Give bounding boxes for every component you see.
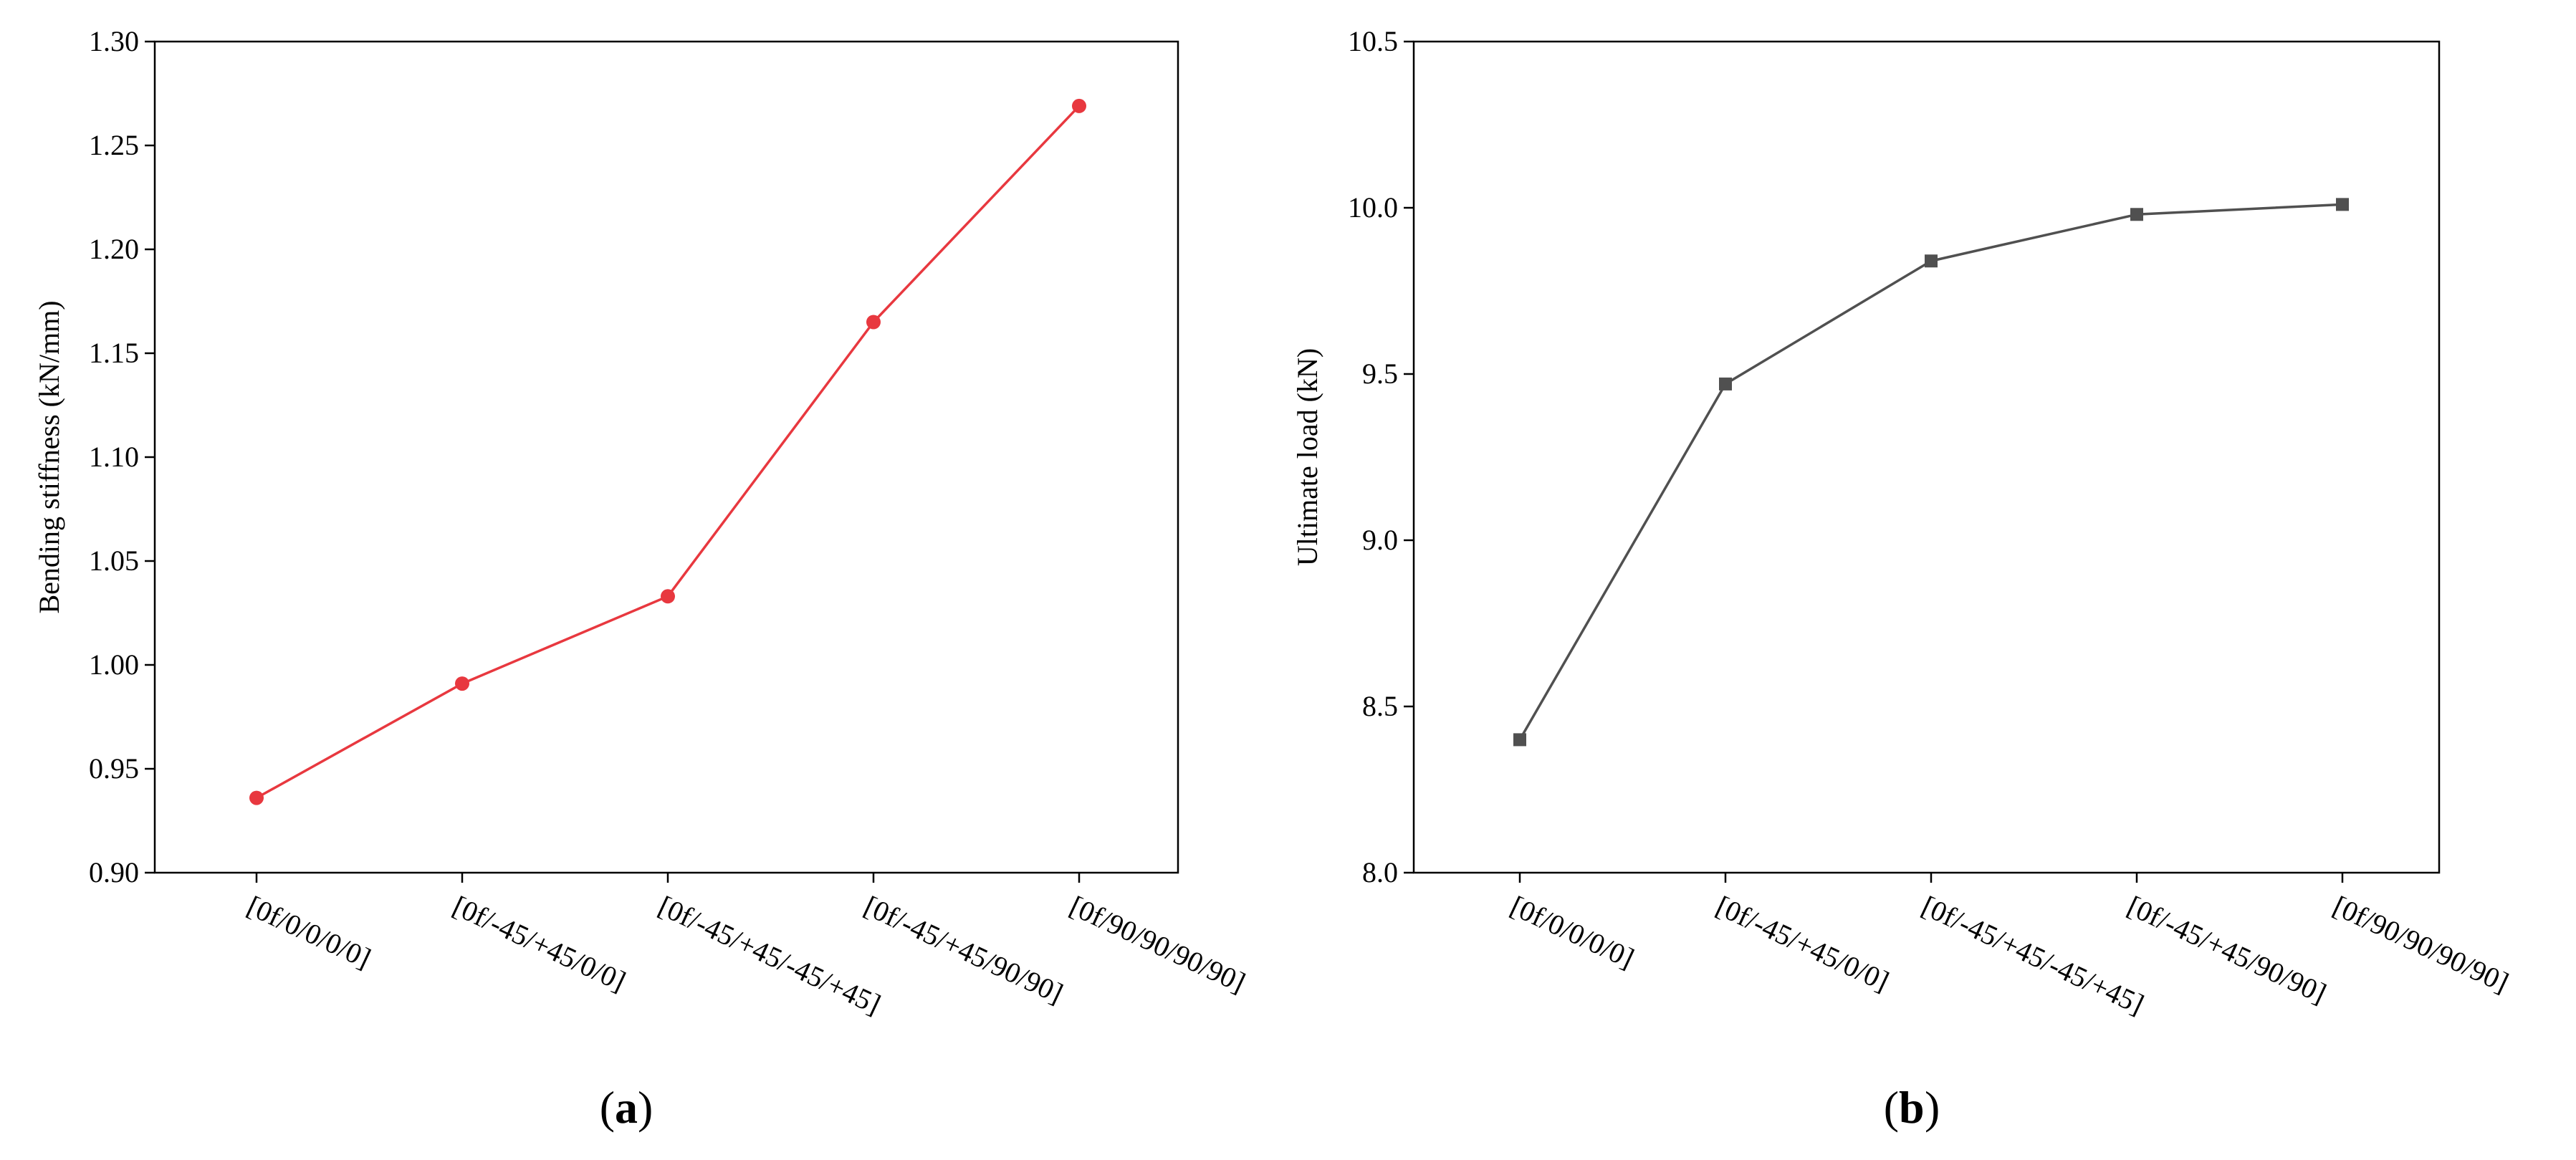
plot-frame-a [153,40,1179,874]
y-tick-label-a: 0.95 [89,752,139,785]
y-tick-label-a: 1.05 [89,545,139,577]
y-tick-label-b: 9.0 [1362,524,1398,556]
data-point-b [1925,254,1938,268]
y-tick-label-a: 1.10 [89,441,139,473]
y-tick-label-a: 1.00 [89,648,139,681]
data-point-b [1513,733,1526,747]
svg-text:(: ( [600,1082,615,1133]
y-tick-label-a: 1.25 [89,129,139,161]
caption-a-letter: a [615,1082,638,1133]
x-tick-label-b: [0f/-45/+45/90/90] [2122,889,2331,1010]
x-tick-label-a: [0f/90/90/90/90] [1065,889,1250,999]
y-tick-label-a: 1.30 [89,25,139,57]
data-point-a [249,790,264,805]
series-line-a [256,105,1081,800]
data-point-a [1072,98,1086,113]
x-tick-label-a: [0f/-45/+45/0/0] [448,889,631,997]
data-point-a [661,589,675,604]
data-point-a [455,676,469,691]
y-tick-label-a: 1.20 [89,233,139,265]
x-tick-label-a: [0f/-45/+45/-45/+45] [653,889,886,1020]
y-tick-label-b: 10.0 [1348,191,1398,224]
y-tick-label-b: 10.5 [1348,25,1398,57]
data-point-b [2130,208,2143,221]
y-tick-label-b: 8.0 [1362,856,1398,888]
y-axis-title-b: Ultimate load (kN) [1291,348,1323,566]
panel-a: Bending stiffness (kN/mm) ( a ) 0.90 0.95… [33,25,1250,1133]
y-axis-title-a: Bending stiffness (kN/mm) [33,300,65,613]
x-tick-label-a: [0f/-45/+45/90/90] [859,889,1068,1010]
y-tick-label-b: 8.5 [1362,690,1398,722]
plot-frame-b [1412,40,2441,874]
y-tick-label-a: 1.15 [89,337,139,369]
x-tick-label-b: [0f/90/90/90/90] [2328,889,2514,999]
panel-b: Ultimate load (kN) ( b ) 8.0 8.5 9.0 9.5 10.… [1291,25,2514,1133]
caption-b: ( b ) [1884,1082,1940,1133]
svg-text:(: ( [1884,1082,1899,1133]
data-point-a [866,315,881,330]
series-line-b [1518,203,2343,741]
x-tick-label-b: [0f/-45/+45/-45/+45] [1917,889,2149,1020]
x-tick-label-a: [0f/0/0/0/0] [242,889,375,974]
y-tick-label-a: 0.90 [89,856,139,888]
caption-a: ( a ) [600,1082,653,1133]
x-tick-label-b: [0f/0/0/0/0] [1505,889,1639,974]
svg-text:): ) [638,1082,653,1133]
y-tick-label-b: 9.5 [1362,358,1398,390]
caption-b-letter: b [1899,1082,1925,1133]
svg-text:): ) [1925,1082,1940,1133]
data-point-b [2336,198,2349,211]
data-point-b [1719,377,1732,390]
x-tick-label-b: [0f/-45/+45/0/0] [1711,889,1894,997]
